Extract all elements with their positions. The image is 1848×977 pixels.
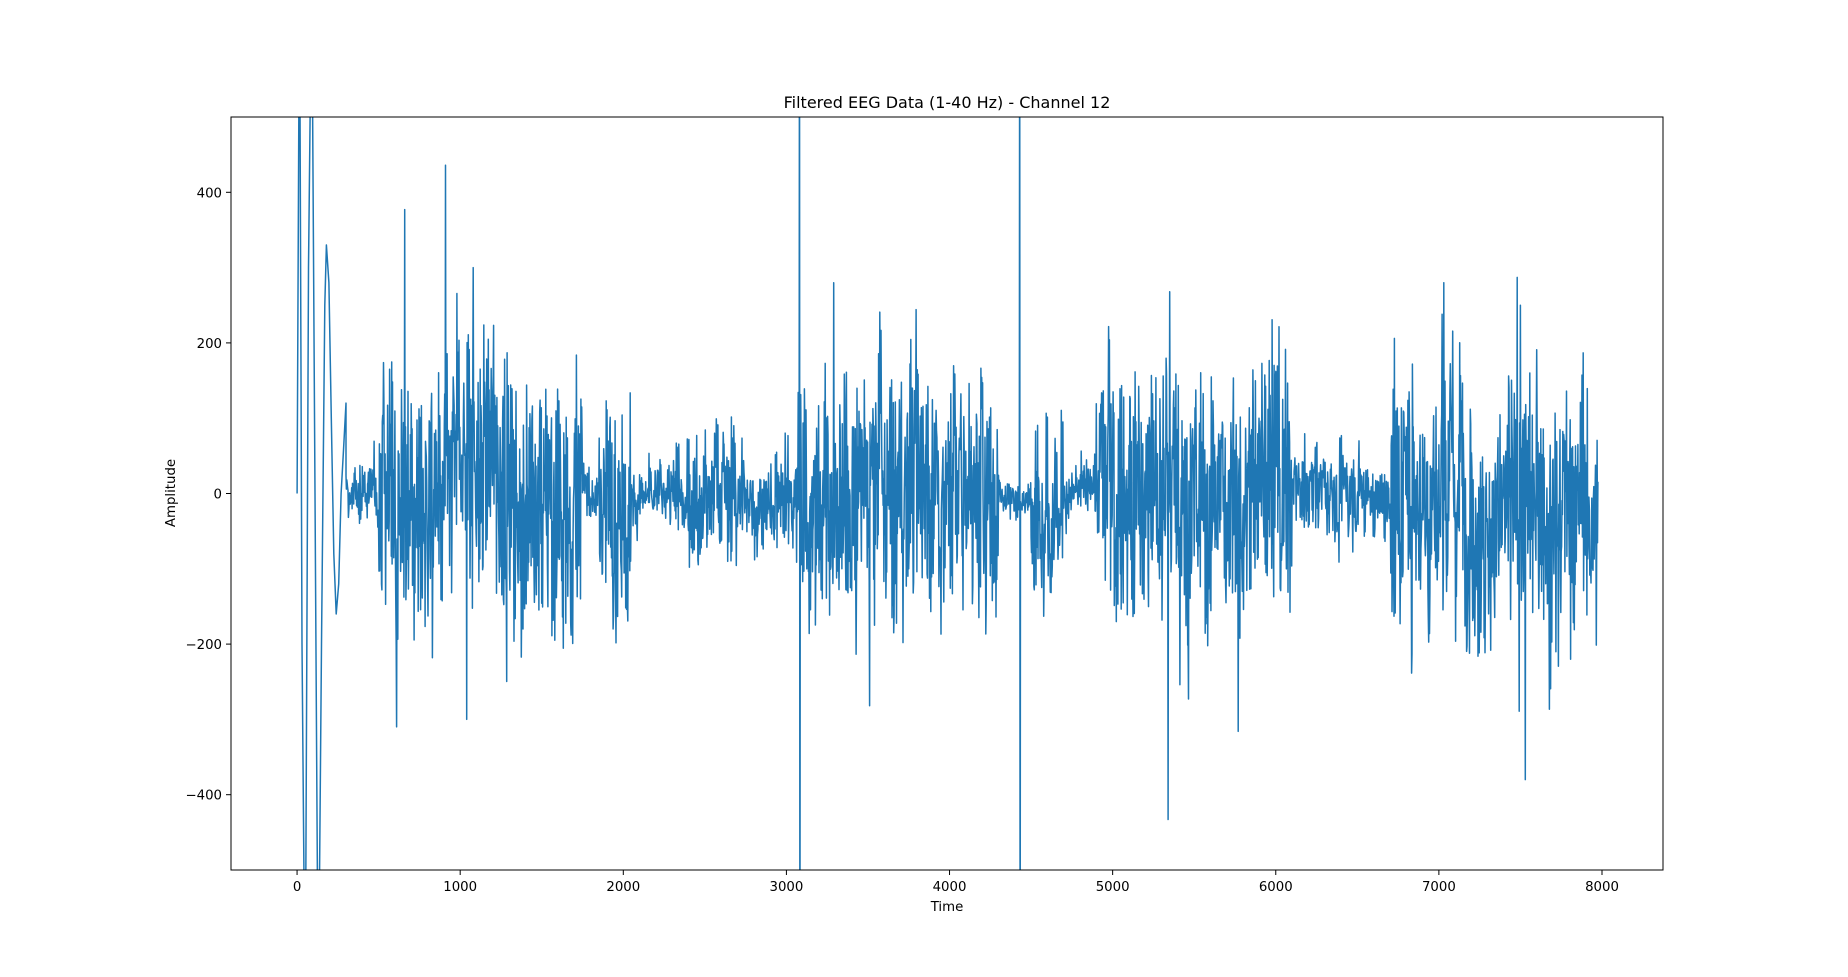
y-tick-label: 400 — [197, 186, 222, 201]
x-tick-label: 1000 — [443, 880, 477, 895]
y-tick-label: 200 — [197, 337, 222, 352]
x-tick-label: 3000 — [769, 880, 803, 895]
x-tick-label: 2000 — [606, 880, 640, 895]
y-tick-label: −400 — [185, 789, 222, 804]
x-tick-label: 7000 — [1422, 880, 1456, 895]
y-tick-label: −200 — [185, 638, 222, 653]
y-axis-label: Amplitude — [164, 459, 179, 527]
x-axis-label: Time — [930, 900, 964, 915]
x-tick-label: 4000 — [933, 880, 967, 895]
chart-title: Filtered EEG Data (1-40 Hz) - Channel 12 — [784, 93, 1111, 112]
x-tick-label: 8000 — [1585, 880, 1619, 895]
x-tick-label: 0 — [293, 880, 301, 895]
plot-area — [296, 117, 1599, 870]
eeg-signal-line — [296, 117, 1599, 870]
x-tick-label: 6000 — [1259, 880, 1293, 895]
x-axis: 0 1000 2000 3000 4000 5000 6000 7000 8000 — [293, 870, 1619, 895]
x-tick-label: 5000 — [1096, 880, 1130, 895]
y-axis: −400 −200 0 200 400 — [185, 186, 231, 804]
y-tick-label: 0 — [214, 488, 222, 503]
